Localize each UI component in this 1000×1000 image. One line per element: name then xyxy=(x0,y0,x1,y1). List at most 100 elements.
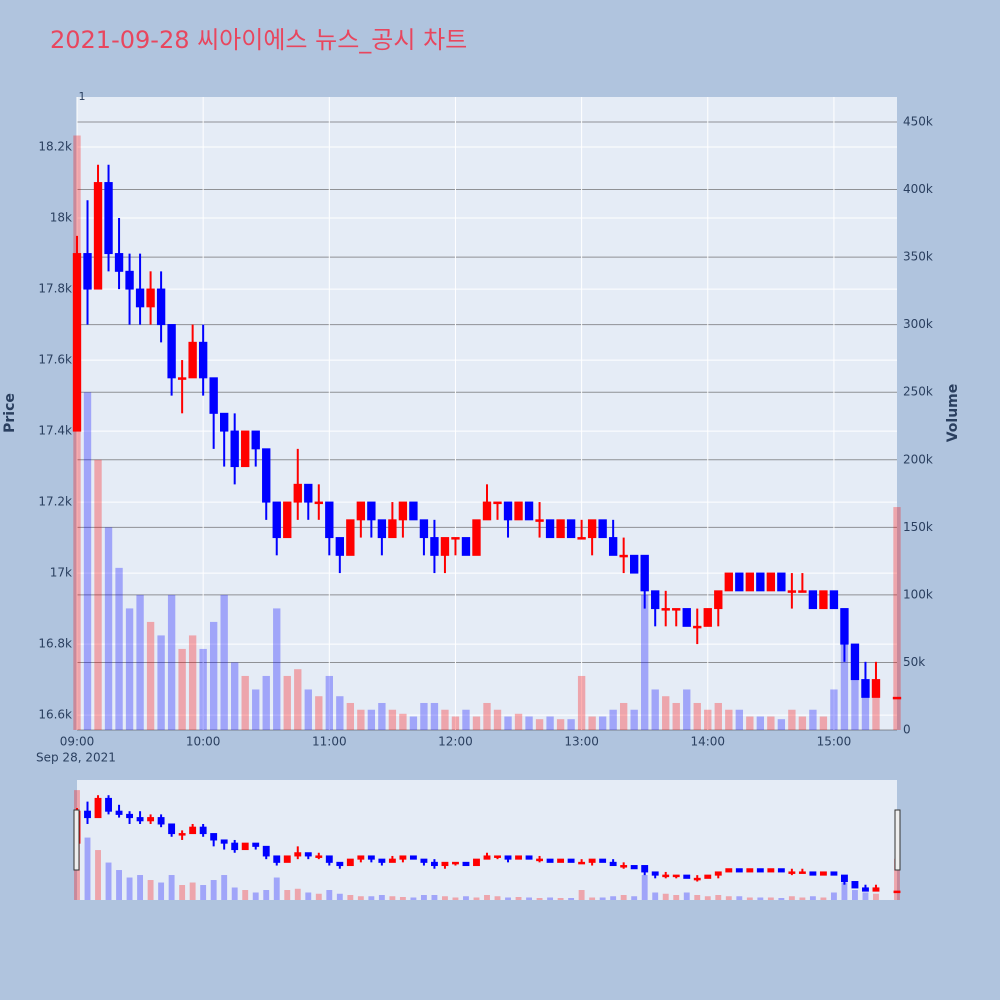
volume-bar xyxy=(209,621,218,730)
candle-body xyxy=(766,572,776,592)
candle-body xyxy=(220,839,228,844)
volume-bar xyxy=(473,897,480,900)
candle-body xyxy=(409,855,417,860)
candle-body xyxy=(430,861,438,867)
volume-bar xyxy=(199,648,207,730)
candle-body xyxy=(168,823,176,835)
volume-bar xyxy=(535,719,544,730)
volume-bar xyxy=(736,896,743,900)
volume-bar xyxy=(221,875,228,900)
volume-bar xyxy=(336,893,343,900)
volume-bar xyxy=(546,716,554,730)
candle-body xyxy=(746,868,754,873)
volume-bar xyxy=(178,648,186,730)
candle-body xyxy=(272,501,281,539)
candle-body xyxy=(178,833,186,836)
volume-bar xyxy=(158,882,165,900)
candle-body xyxy=(325,855,333,863)
candle-body xyxy=(452,861,459,865)
volume-bar xyxy=(777,719,786,730)
volume-bar xyxy=(599,897,606,900)
volume-bar xyxy=(610,896,617,900)
candle-body xyxy=(283,501,292,539)
volume-bar xyxy=(851,675,859,730)
volume-bar xyxy=(631,896,638,900)
candle-body xyxy=(504,855,512,860)
candle-body xyxy=(388,858,396,863)
candle-body xyxy=(398,501,408,521)
volume-bar xyxy=(378,895,385,900)
volume-bar xyxy=(452,897,459,900)
volume-bar xyxy=(273,877,280,900)
range-handle[interactable] xyxy=(73,809,80,871)
candle-body xyxy=(72,253,82,432)
range-handle[interactable] xyxy=(894,809,901,871)
volume-bar xyxy=(147,880,154,900)
volume-bar xyxy=(683,689,691,730)
volume-bar xyxy=(441,709,449,730)
volume-bar xyxy=(767,897,774,900)
candle-body xyxy=(525,855,533,860)
volume-bar xyxy=(809,709,817,730)
volume-bar xyxy=(252,689,260,730)
volume-bar xyxy=(389,896,396,900)
volume-bar xyxy=(662,696,670,730)
candle-body xyxy=(84,810,91,819)
volume-bar xyxy=(95,850,101,900)
candle-body xyxy=(514,501,523,521)
volume-bar xyxy=(778,898,785,900)
candle-body xyxy=(840,874,848,883)
candle-body xyxy=(777,868,785,873)
volume-bar xyxy=(809,896,816,900)
candle-body xyxy=(273,855,281,863)
volume-bar xyxy=(725,709,733,730)
volume-bar xyxy=(472,716,481,730)
candle-body xyxy=(336,861,344,867)
candle-body xyxy=(524,501,534,521)
candle-body xyxy=(651,590,660,610)
candle-body xyxy=(325,501,334,539)
candle-body xyxy=(367,855,375,860)
volume-bar xyxy=(830,892,837,900)
volume-bar xyxy=(104,527,113,730)
candle-body xyxy=(115,810,123,815)
volume-bar xyxy=(894,858,900,900)
volume-bar xyxy=(84,837,91,900)
volume-bar xyxy=(788,896,795,900)
volume-bar xyxy=(714,702,722,730)
candle-body xyxy=(346,519,355,556)
range-slider[interactable] xyxy=(77,780,897,900)
volume-bar xyxy=(609,709,617,730)
volume-bar xyxy=(841,882,848,900)
candle-body xyxy=(545,519,555,539)
volume-bar xyxy=(505,897,511,900)
volume-bar xyxy=(431,895,438,900)
volume-bar xyxy=(315,893,322,900)
volume-bar xyxy=(242,890,249,900)
candle-body xyxy=(557,858,565,863)
candle-body xyxy=(451,537,460,540)
candle-body xyxy=(578,861,586,865)
volume-bar xyxy=(494,896,501,900)
candle-body xyxy=(704,874,712,879)
volume-bar xyxy=(136,594,144,730)
volume-bar xyxy=(725,896,732,900)
volume-bar xyxy=(137,875,144,900)
candle-body xyxy=(714,871,722,876)
volume-bar xyxy=(557,898,564,900)
candle-body xyxy=(157,817,165,825)
candle-body xyxy=(503,501,513,521)
candle-body xyxy=(703,608,712,627)
volume-bar xyxy=(315,696,323,730)
volume-bar xyxy=(852,890,858,900)
volume-bar xyxy=(756,716,765,730)
volume-bar xyxy=(200,885,207,900)
candle-body xyxy=(104,182,113,255)
candle-body xyxy=(125,270,134,290)
candle-body xyxy=(830,871,838,876)
candle-body xyxy=(808,590,818,610)
candle-body xyxy=(114,253,124,272)
y2-tick-label: 150k xyxy=(903,520,933,534)
